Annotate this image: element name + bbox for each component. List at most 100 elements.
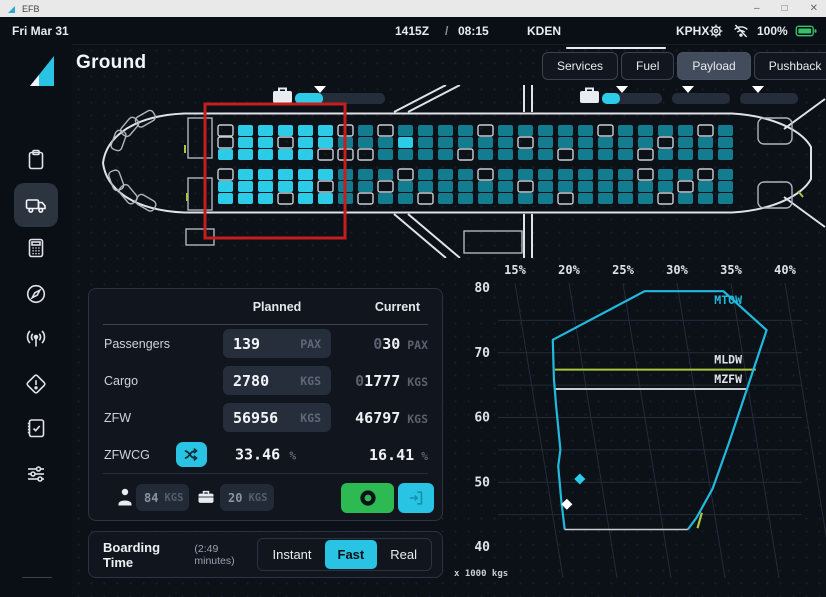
seat[interactable] [618,181,633,192]
seat[interactable] [478,193,493,204]
seat[interactable] [357,148,374,161]
sidebar-item-settings[interactable] [16,588,56,597]
seat[interactable] [277,136,294,149]
seat[interactable] [678,149,693,160]
seat[interactable] [358,181,373,192]
seat[interactable] [318,193,333,204]
seat[interactable] [678,169,693,180]
seat[interactable] [398,181,413,192]
seat[interactable] [477,168,494,181]
seat[interactable] [518,125,533,136]
seat[interactable] [718,193,733,204]
seat[interactable] [598,181,613,192]
seat[interactable] [258,169,273,180]
sidebar-item-compass[interactable] [16,274,56,314]
seat[interactable] [557,192,574,205]
seat[interactable] [438,193,453,204]
seat[interactable] [418,125,433,136]
cargo-target-marker[interactable] [682,86,694,93]
seat[interactable] [238,125,253,136]
gear-icon[interactable] [707,22,725,40]
seat[interactable] [618,137,633,148]
seat[interactable] [538,193,553,204]
cargo-target-marker[interactable] [752,86,764,93]
cargo-bar[interactable] [672,93,730,104]
sidebar-item-hazard[interactable] [16,364,56,404]
seat[interactable] [498,193,513,204]
bag-weight-input[interactable]: 20 KGS [220,484,274,511]
seat[interactable] [498,125,513,136]
seat[interactable] [678,137,693,148]
seat[interactable] [377,180,394,193]
seat[interactable] [538,125,553,136]
seat[interactable] [298,125,313,136]
seat[interactable] [678,125,693,136]
seat[interactable] [598,137,613,148]
seat[interactable] [618,193,633,204]
tab-services[interactable]: Services [542,52,619,80]
seat[interactable] [418,149,433,160]
seat[interactable] [498,137,513,148]
seat[interactable] [638,193,653,204]
seat[interactable] [558,137,573,148]
seat[interactable] [718,125,733,136]
seat[interactable] [637,148,654,161]
minimize-button[interactable]: – [754,3,760,14]
seat[interactable] [318,137,333,148]
seat[interactable] [217,168,234,181]
seat[interactable] [657,192,674,205]
seat[interactable] [458,181,473,192]
seat[interactable] [598,193,613,204]
seat[interactable] [418,181,433,192]
seat[interactable] [378,137,393,148]
seat[interactable] [217,124,234,137]
cargo-planned-input[interactable]: 2780 KGS [223,366,331,395]
seat[interactable] [378,169,393,180]
seat[interactable] [618,125,633,136]
tab-fuel[interactable]: Fuel [621,52,675,80]
seat[interactable] [258,181,273,192]
seat[interactable] [258,137,273,148]
seat[interactable] [698,137,713,148]
tab-pushback[interactable]: Pushback [753,52,826,80]
seat[interactable] [697,168,714,181]
seat[interactable] [638,137,653,148]
seat[interactable] [298,193,313,204]
seat[interactable] [477,124,494,137]
seat[interactable] [658,125,673,136]
seat[interactable] [517,180,534,193]
seat[interactable] [278,125,293,136]
wifi-off-icon[interactable] [732,22,750,40]
seat[interactable] [218,149,233,160]
seat[interactable] [498,181,513,192]
seat[interactable] [678,193,693,204]
seat[interactable] [558,125,573,136]
seat[interactable] [718,149,733,160]
zfw-planned-input[interactable]: 56956 KGS [223,403,331,432]
passengers-planned-input[interactable]: 139 PAX [223,329,331,358]
seat[interactable] [317,148,334,161]
seat[interactable] [578,149,593,160]
seat[interactable] [518,169,533,180]
seat[interactable] [278,149,293,160]
seat[interactable] [578,125,593,136]
cargo-bar[interactable] [740,93,798,104]
seat[interactable] [498,169,513,180]
seat[interactable] [238,169,253,180]
seat[interactable] [618,149,633,160]
seat[interactable] [658,169,673,180]
seat[interactable] [377,124,394,137]
seat[interactable] [698,181,713,192]
seat[interactable] [578,181,593,192]
sidebar-item-clipboard[interactable] [16,140,56,180]
seat[interactable] [698,193,713,204]
seat[interactable] [478,137,493,148]
seat[interactable] [458,125,473,136]
seat[interactable] [398,193,413,204]
seat[interactable] [498,149,513,160]
seat[interactable] [458,193,473,204]
maximize-button[interactable]: □ [781,3,788,14]
seat[interactable] [357,192,374,205]
seat[interactable] [718,169,733,180]
seat[interactable] [358,125,373,136]
